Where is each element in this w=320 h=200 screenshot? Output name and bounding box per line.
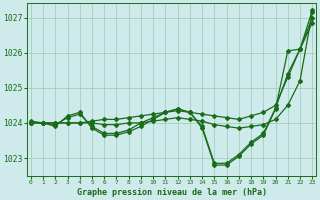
- X-axis label: Graphe pression niveau de la mer (hPa): Graphe pression niveau de la mer (hPa): [76, 188, 267, 197]
